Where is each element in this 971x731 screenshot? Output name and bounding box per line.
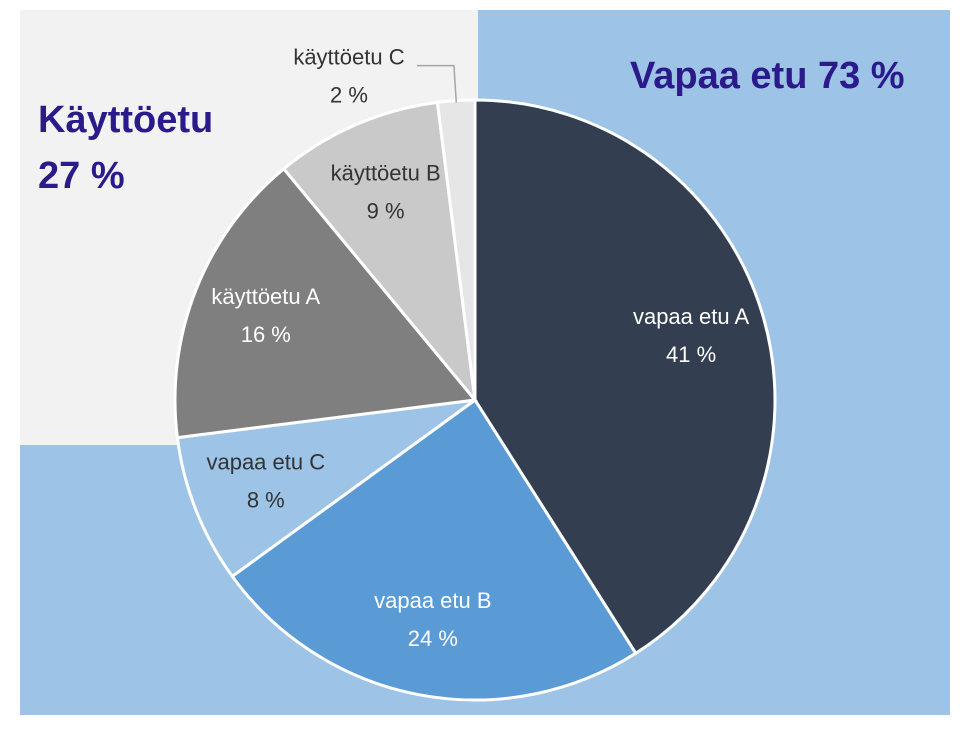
pie-slice xyxy=(230,397,638,702)
group-label: Vapaa etu 73 % xyxy=(630,55,905,97)
slice-label: vapaa etu B xyxy=(374,588,491,613)
value-label: 41 % xyxy=(666,342,716,367)
value-label: 9 % xyxy=(367,198,405,223)
slice-label: vapaa etu C xyxy=(206,450,325,475)
value-label: 2 % xyxy=(330,82,368,107)
slice-label: käyttöetu C xyxy=(293,44,404,69)
value-label: 16 % xyxy=(241,322,291,347)
value-label: 8 % xyxy=(247,488,285,513)
leader-line xyxy=(416,64,458,103)
pie-slice xyxy=(175,398,476,579)
slice-label: käyttöetu B xyxy=(331,160,441,185)
pie-slice xyxy=(173,166,478,440)
slice-label: käyttöetu A xyxy=(211,284,320,309)
group-label: Käyttöetu xyxy=(38,99,213,141)
group-label: 27 % xyxy=(38,155,125,197)
slice-label: vapaa etu A xyxy=(633,304,750,329)
pie-slice xyxy=(473,98,777,656)
value-label: 24 % xyxy=(408,626,458,651)
pie-slice xyxy=(281,100,478,405)
